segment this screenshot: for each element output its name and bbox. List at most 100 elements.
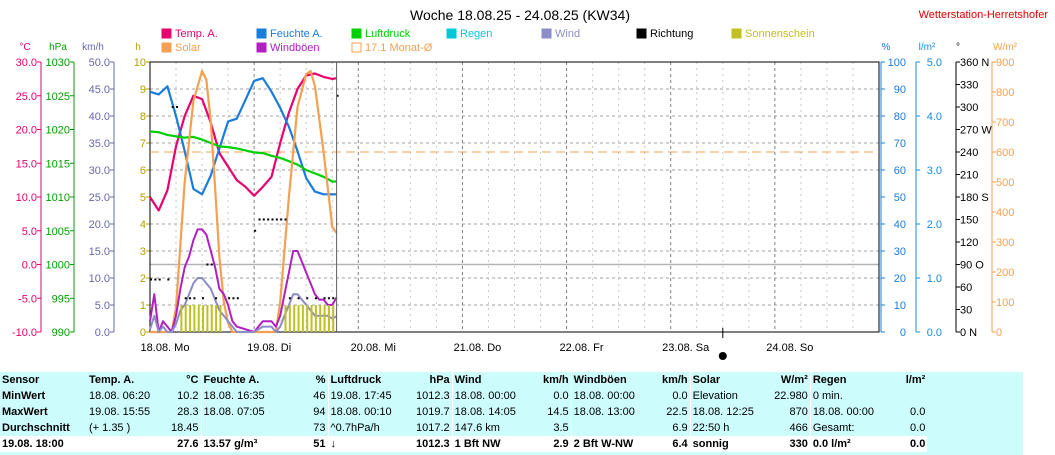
tick-label-pressure: 1020 — [46, 125, 70, 137]
tick-label-wind: 5.0 — [95, 300, 110, 312]
stats-header-label: Solar — [689, 372, 773, 388]
tick-label-solar: 800 — [996, 87, 1014, 99]
chart-grid: 18.08. Mo 19.08. Di 20.08. Mi 21.08. Do 22.0… — [141, 62, 879, 354]
stats-row-label: MinWert — [2, 390, 46, 402]
stats-cell-value: 27.6 — [162, 436, 201, 452]
direction-dot — [228, 297, 231, 300]
stats-header-label: Sensor — [2, 374, 40, 386]
moon-phase-icon — [718, 352, 727, 360]
tick-label-pressure: 995 — [52, 293, 70, 305]
stats-cell-info: 18.08. 12:25 — [689, 404, 773, 420]
tick-label-temp: -10.0 — [12, 327, 37, 339]
chart-title: Woche 18.08.25 - 24.08.25 (KW34) — [410, 7, 630, 23]
direction-dot — [288, 297, 291, 300]
stats-cell-value: 22.5 — [666, 406, 688, 418]
sunshine-bar — [293, 305, 296, 332]
sunshine-bar — [323, 305, 326, 332]
tick-label-humidity: 60 — [894, 165, 906, 177]
legend-label: Luftdruck — [365, 28, 411, 40]
direction-dot — [189, 297, 192, 300]
legend-label: Temp. A. — [175, 28, 218, 40]
stats-cell-info: 1 Bft NW — [451, 436, 537, 452]
stats-cell-info: 18.08. 00:00 — [809, 404, 893, 420]
sunshine-bar — [332, 305, 335, 332]
stats-cell-info: 18.08. 00:10 — [327, 404, 414, 420]
statistics-table: Sensor Temp. A. °C Feuchte A.% Luftdruck hPa W… — [0, 372, 928, 452]
tick-label-sunshine: 2 — [140, 273, 146, 285]
tick-label-sunshine: 6 — [140, 165, 146, 177]
stats-cell-info: ↓ — [327, 436, 414, 452]
tick-label-temp: 10.0 — [16, 192, 37, 204]
legend-label: Solar — [175, 42, 201, 54]
brand-label: Wetterstation-Herretshofer — [919, 9, 1049, 21]
tick-label-solar: 900 — [996, 57, 1014, 69]
tick-label-direction: 30 — [960, 305, 972, 317]
sunshine-bar — [284, 305, 287, 332]
stats-header-unit: hPa — [429, 374, 450, 386]
tick-label-temp: -5.0 — [18, 293, 37, 305]
stats-header-unit: °C — [186, 374, 199, 386]
stats-cell-info — [570, 420, 656, 436]
stats-header-label: Wind — [451, 372, 537, 388]
stats-cell-value: 28.3 — [177, 406, 199, 418]
tick-label-rain: 1.0 — [927, 273, 942, 285]
legend-swatch — [161, 28, 172, 39]
stats-row: 19.08. 18:00 27.6 13.57 g/m³ 51 ↓ 1012.3 1 Bft… — [0, 436, 928, 452]
tick-label-humidity: 30 — [894, 246, 906, 258]
direction-dot — [232, 297, 235, 300]
direction-dot — [306, 297, 309, 300]
direction-dot — [193, 297, 196, 300]
sunshine-bar — [327, 305, 330, 332]
stats-header-label: Temp. A. — [89, 374, 135, 386]
tick-label-temp: 30.0 — [16, 57, 37, 69]
stats-header-unit: % — [315, 374, 326, 386]
sunshine-bar — [197, 305, 200, 332]
x-tick-label: 22.08. Fr — [560, 342, 604, 354]
legend-label: Feuchte A. — [270, 28, 323, 40]
tick-label-wind: 20.0 — [89, 219, 110, 231]
axis-unit-rain: l/m² — [919, 42, 936, 53]
x-tick-label: 21.08. Do — [454, 342, 502, 354]
tick-label-sunshine: 1 — [140, 300, 146, 312]
tick-label-direction: 180 S — [960, 192, 989, 204]
stats-cell-info: 18.08. 00:00 — [570, 388, 656, 404]
sunshine-bar — [193, 305, 196, 332]
tick-label-wind: 50.0 — [89, 57, 110, 69]
tick-label-solar: 400 — [996, 207, 1014, 219]
stats-cell-info: (+ 1.35 ) — [89, 422, 131, 434]
direction-dot — [314, 297, 317, 300]
axis-unit-solar: W/m² — [993, 42, 1018, 53]
tick-label-pressure: 1005 — [46, 226, 70, 238]
sunshine-bar — [184, 305, 187, 332]
x-tick-label: 23.08. Sa — [662, 342, 710, 354]
tick-label-wind: 30.0 — [89, 165, 110, 177]
stats-header-unit: km/h — [661, 374, 688, 386]
stats-cell-info: 18.08. 13:00 — [570, 404, 656, 420]
sunshine-bar — [189, 305, 192, 332]
stats-header-label: Windböen — [570, 372, 656, 388]
sunshine-bar — [202, 305, 205, 332]
stats-row-label: 19.08. 18:00 — [0, 436, 87, 452]
x-tick-label: 18.08. Mo — [141, 342, 190, 354]
stats-cell-value: 0.0 — [672, 390, 688, 402]
direction-dot — [210, 263, 213, 266]
tick-label-wind: 15.0 — [89, 246, 110, 258]
legend-swatch — [256, 42, 267, 53]
tick-label-humidity: 90 — [894, 84, 906, 96]
tick-label-direction: 360 N — [960, 57, 989, 69]
tick-label-wind: 45.0 — [89, 84, 110, 96]
tick-label-pressure: 1025 — [46, 91, 70, 103]
tick-label-sunshine: 3 — [140, 246, 146, 258]
stats-cell-info: ^0.7hPa/h — [327, 420, 414, 436]
axis-unit-labels: °C hPa km/h h% l/m² ° W/m² — [19, 42, 1017, 53]
tick-label-temp: 25.0 — [16, 91, 37, 103]
direction-dot — [206, 263, 209, 266]
sunshine-bar — [288, 305, 291, 332]
direction-dot — [167, 278, 170, 281]
x-tick-label: 19.08. Di — [247, 342, 291, 354]
stats-cell-value: 22.980 — [774, 390, 808, 402]
tick-label-temp: 20.0 — [16, 125, 37, 137]
tick-label-temp: 0.0 — [22, 260, 37, 272]
direction-dot — [284, 218, 287, 221]
legend-label: 17.1 Monat-Ø — [365, 42, 433, 54]
